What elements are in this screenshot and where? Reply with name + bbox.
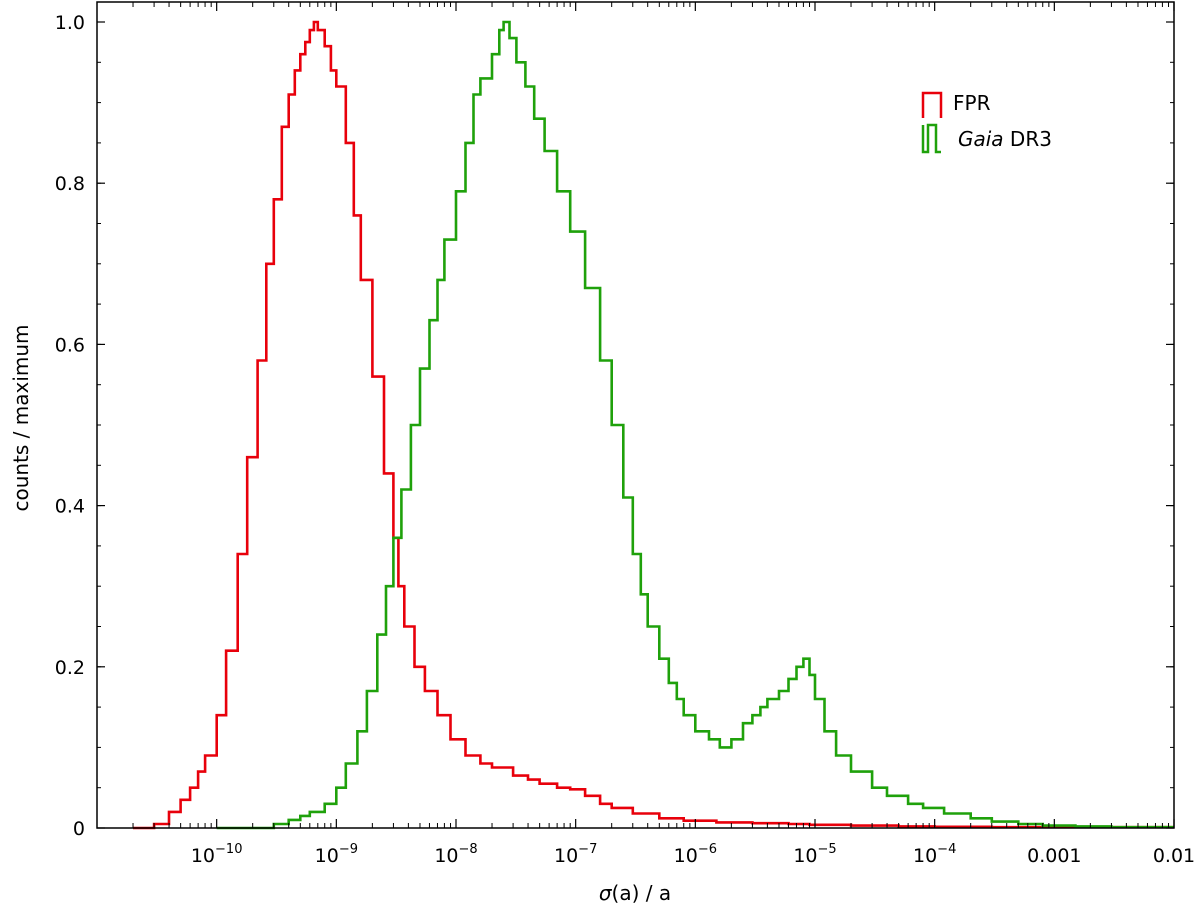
y-tick-label: 0 — [73, 818, 85, 840]
y-axis-label: counts / maximum — [9, 324, 33, 511]
x-ticks: 10−10 10−9 10−8 10−7 10−6 10−5 10−4 0.001 0.01 — [132, 2, 1195, 867]
x-tick-label-base: 10 — [191, 845, 215, 867]
plot-frame — [96, 1, 1175, 829]
x-tick-label-base: 10 — [434, 845, 458, 867]
x-tick-label: 10−7 — [554, 842, 597, 867]
y-tick-label: 0.6 — [55, 334, 85, 356]
legend-label-fpr-text: FPR — [953, 91, 991, 115]
x-tick-label-exponent: −8 — [459, 842, 478, 857]
x-tick-label: 10−4 — [913, 842, 956, 867]
x-tick-label-exponent: −9 — [339, 842, 358, 857]
legend: FPR Gaia DR3 — [921, 91, 1052, 154]
y-tick-label: 0.8 — [55, 173, 85, 195]
legend-swatch-fpr — [921, 91, 943, 118]
x-tick-label-exponent: −7 — [578, 842, 597, 857]
legend-label-gaia-text: DR3 — [1004, 127, 1052, 151]
x-tick-label: 0.001 — [1027, 845, 1081, 867]
series-layer — [133, 20, 1174, 830]
legend-label-fpr: FPR — [953, 91, 991, 115]
legend-label-gaia-dr3: Gaia DR3 — [958, 127, 1052, 151]
y-tick-label: 1.0 — [55, 12, 85, 34]
x-axis-label-rest: (a) / a — [612, 881, 672, 905]
x-tick-label-exponent: −6 — [698, 842, 717, 857]
x-tick-label-base: 10 — [554, 845, 578, 867]
x-axis-label: σ(a) / a — [599, 881, 671, 905]
series-line-0 — [133, 20, 1174, 830]
x-tick-label-exponent: −4 — [937, 842, 956, 857]
x-tick-label: 10−5 — [793, 842, 836, 867]
series-line-1 — [216, 20, 1174, 830]
x-tick-label: 10−8 — [434, 842, 477, 867]
y-tick-label: 0.4 — [55, 496, 85, 518]
x-tick-label-base: 10 — [315, 845, 339, 867]
x-tick-label-base: 10 — [674, 845, 698, 867]
legend-swatch-gaia-dr3 — [921, 123, 941, 154]
legend-label-gaia-italic: Gaia — [958, 127, 1004, 151]
y-tick-label: 0.2 — [55, 657, 85, 679]
x-tick-label: 10−6 — [674, 842, 717, 867]
x-tick-label: 0.01 — [1153, 845, 1195, 867]
x-tick-label-base: 10 — [913, 845, 937, 867]
x-tick-label-base: 0.001 — [1027, 845, 1081, 867]
plot-area — [97, 2, 1174, 828]
x-tick-label: 10−10 — [191, 842, 243, 867]
legend-item-fpr: FPR — [921, 91, 991, 118]
x-tick-label-base: 0.01 — [1153, 845, 1195, 867]
x-tick-label-exponent: −5 — [818, 842, 837, 857]
x-axis-label-sigma: σ — [599, 881, 613, 905]
x-tick-label-base: 10 — [793, 845, 817, 867]
y-ticks: 0 0.2 0.4 0.6 0.8 1.0 — [55, 12, 1174, 840]
x-tick-label: 10−9 — [315, 842, 358, 867]
x-tick-label-exponent: −10 — [215, 842, 242, 857]
legend-item-gaia-dr3: Gaia DR3 — [921, 123, 1052, 154]
